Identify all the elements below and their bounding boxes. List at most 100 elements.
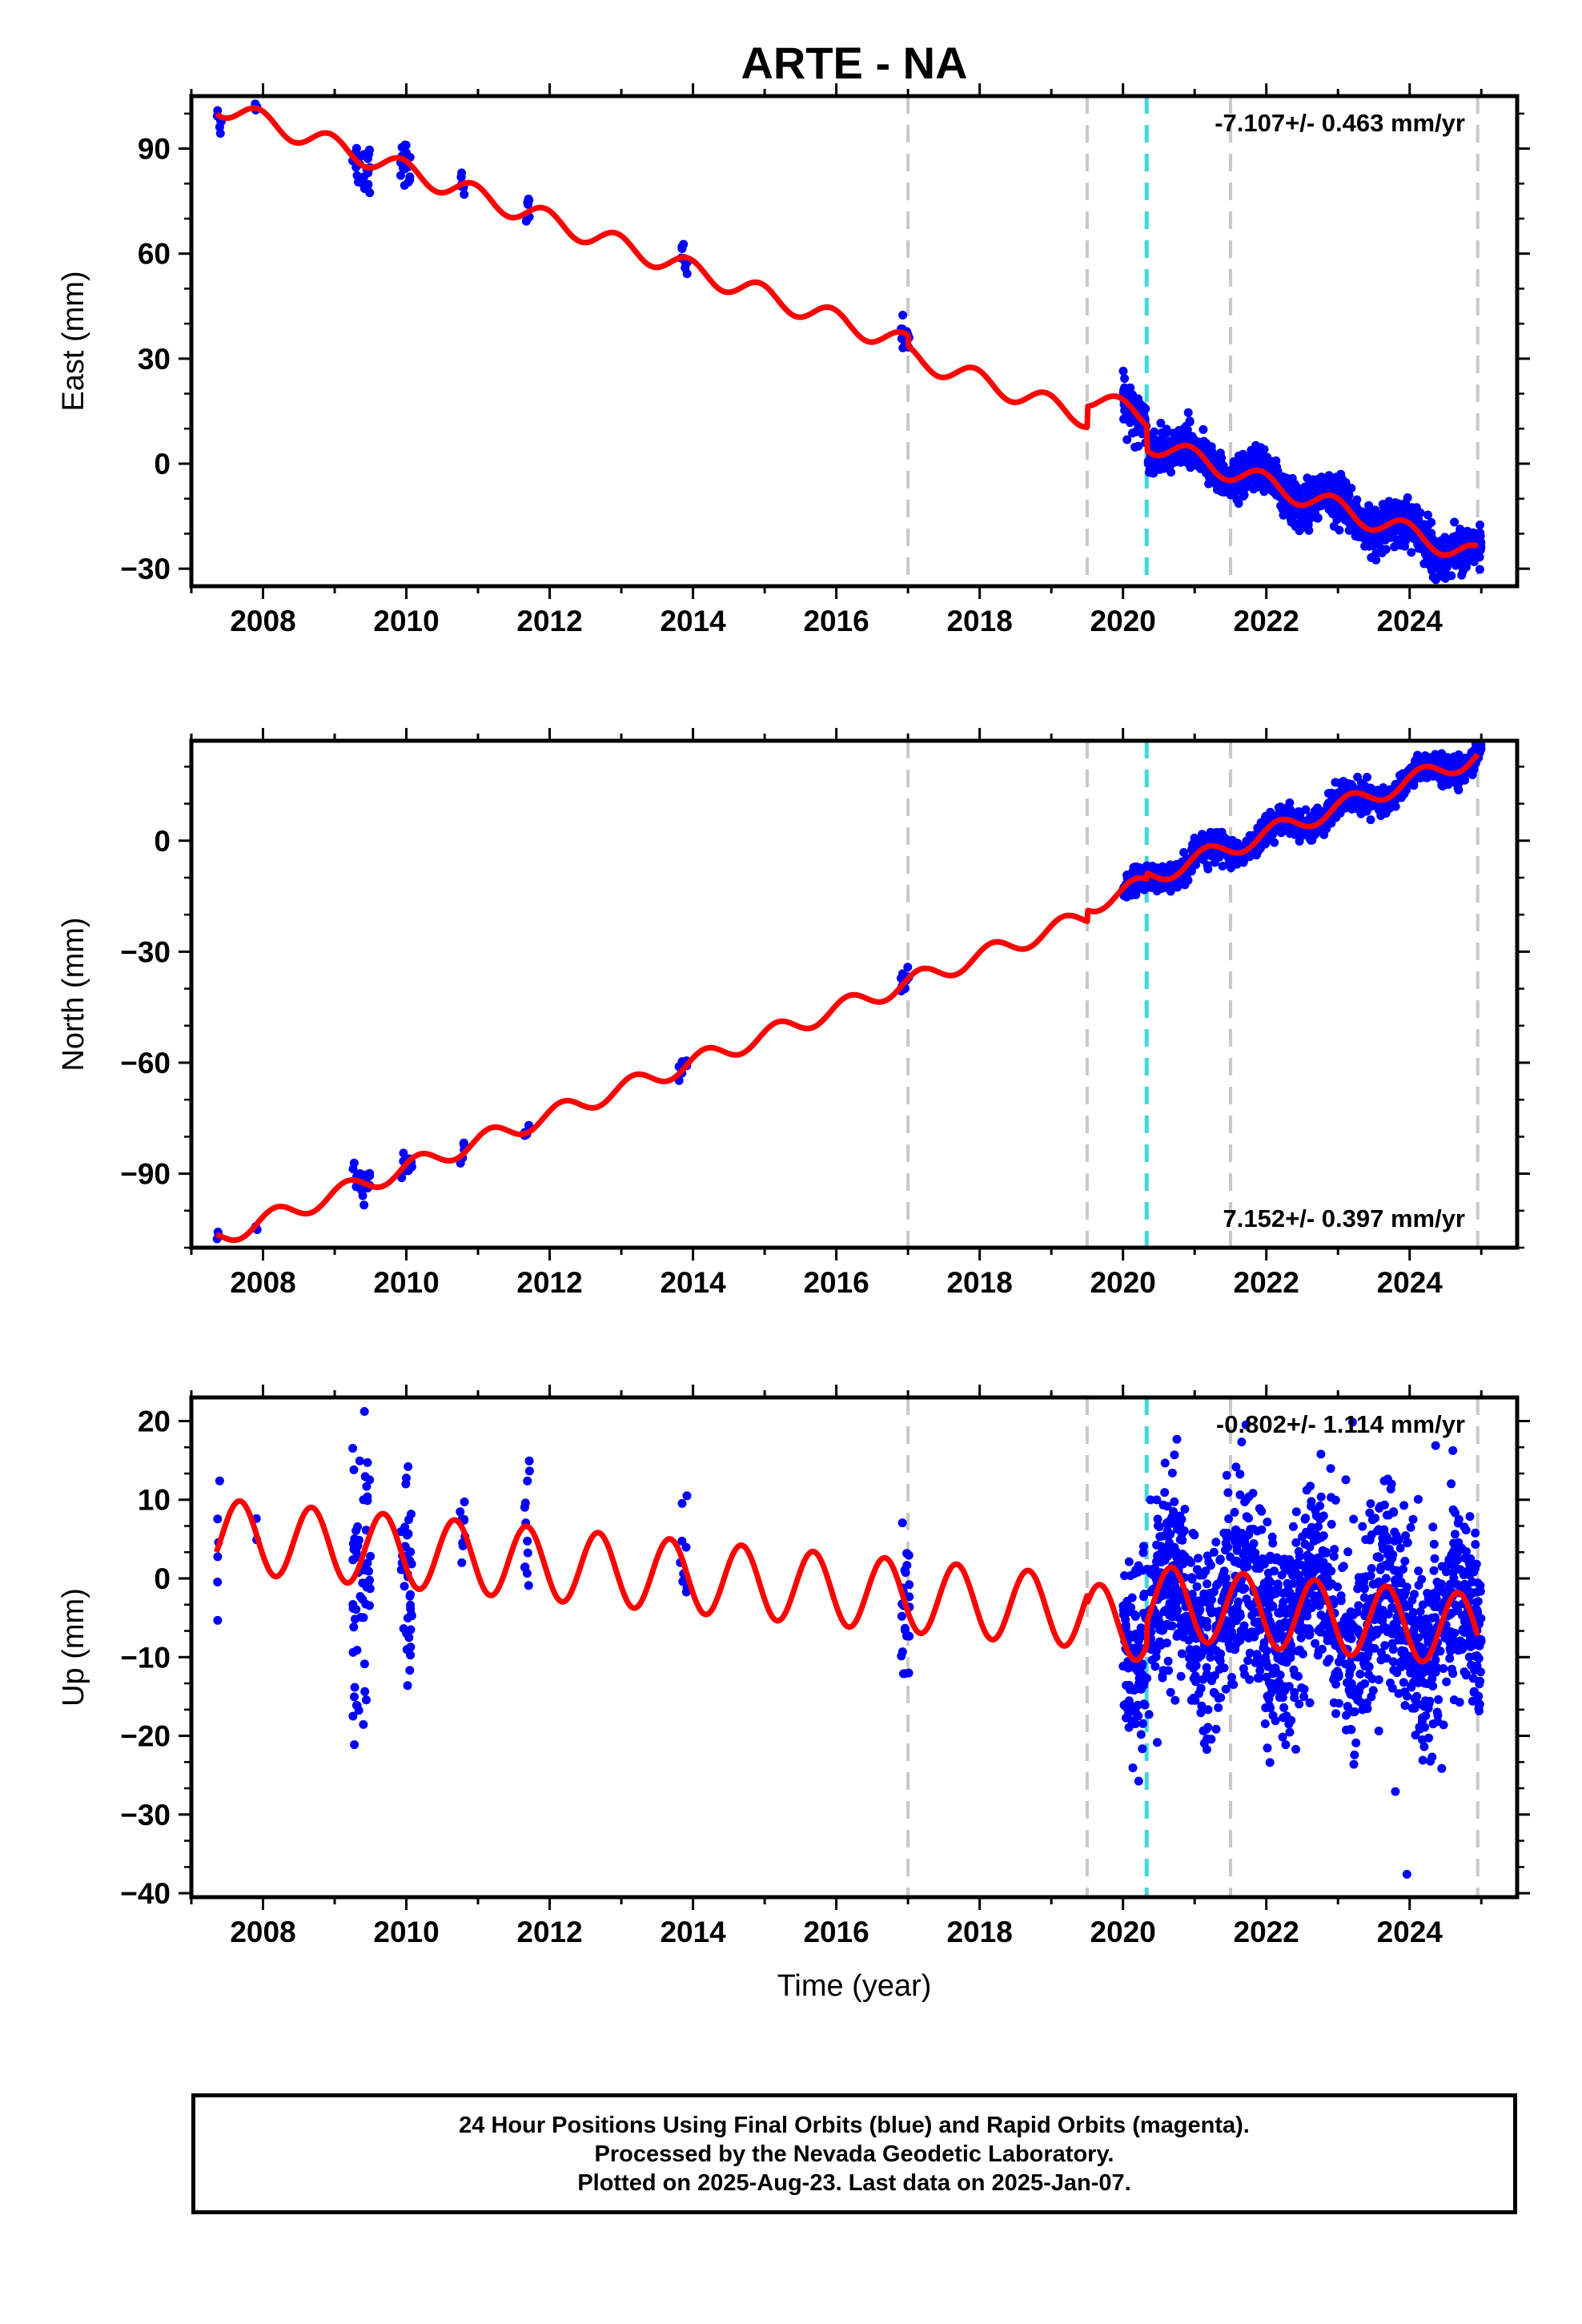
data-point: [1271, 489, 1280, 498]
data-point: [1199, 436, 1209, 446]
data-point: [1194, 1554, 1203, 1563]
data-point: [1160, 1458, 1170, 1468]
x-tick-label: 2010: [373, 605, 439, 637]
data-point: [1252, 1526, 1262, 1536]
data-point: [1223, 1621, 1233, 1630]
data-point: [1442, 1677, 1452, 1687]
data-point: [352, 171, 362, 180]
data-point: [1167, 1468, 1177, 1478]
data-point: [1425, 768, 1435, 778]
data-point: [901, 1568, 910, 1578]
data-point: [359, 1659, 369, 1669]
data-point: [523, 1548, 532, 1558]
data-point: [1255, 1674, 1264, 1683]
data-point: [1329, 1698, 1339, 1707]
data-point: [1358, 1522, 1367, 1531]
data-point: [1271, 1665, 1280, 1675]
data-point: [905, 1592, 914, 1602]
data-point: [1353, 1691, 1363, 1701]
data-point: [399, 1148, 408, 1158]
data-point: [1394, 1689, 1403, 1699]
data-point: [362, 1482, 371, 1491]
data-point: [1126, 383, 1135, 392]
data-point: [1454, 1538, 1464, 1547]
data-point: [1131, 396, 1141, 406]
data-point: [1413, 1494, 1423, 1504]
data-point: [1149, 438, 1158, 448]
data-point: [1454, 532, 1464, 541]
data-point: [1386, 1484, 1395, 1494]
x-tick-label: 2020: [1090, 1916, 1156, 1948]
data-point: [1378, 1615, 1387, 1625]
data-point: [366, 1551, 375, 1561]
data-point: [1211, 1724, 1221, 1734]
data-point: [1472, 1634, 1482, 1644]
data-point: [1271, 1589, 1281, 1598]
data-point: [1288, 1570, 1298, 1580]
data-point: [1439, 1664, 1448, 1673]
data-point: [1368, 540, 1378, 549]
data-point: [215, 1476, 224, 1486]
x-tick-label: 2022: [1234, 605, 1299, 637]
data-point: [1422, 1700, 1431, 1710]
data-point: [1271, 1716, 1280, 1726]
data-point: [1308, 475, 1318, 485]
data-point: [1396, 541, 1406, 550]
data-point: [681, 263, 690, 273]
data-point: [360, 1472, 370, 1482]
data-point: [902, 1561, 912, 1570]
y-tick-label: 0: [154, 825, 171, 858]
data-point: [1259, 444, 1269, 454]
data-point: [1450, 517, 1460, 527]
data-point: [1163, 1585, 1173, 1594]
data-point: [523, 1536, 532, 1546]
data-point: [406, 1651, 416, 1660]
x-tick-label: 2016: [803, 1266, 869, 1299]
data-point: [1224, 1514, 1234, 1523]
data-point: [1327, 788, 1336, 798]
data-point: [1166, 1609, 1175, 1618]
data-point: [362, 1695, 371, 1705]
data-point: [1206, 449, 1215, 459]
data-point: [406, 1642, 416, 1652]
data-point: [1286, 806, 1295, 815]
data-point: [1320, 1614, 1330, 1623]
data-point: [1366, 1499, 1375, 1509]
data-point: [213, 1578, 223, 1586]
data-point: [900, 1669, 909, 1679]
data-point: [1313, 1553, 1323, 1562]
data-point: [1419, 1630, 1429, 1639]
x-tick-label: 2022: [1234, 1266, 1299, 1299]
data-point: [1300, 1539, 1310, 1549]
data-point: [1297, 505, 1307, 515]
data-point: [355, 1456, 364, 1466]
data-point: [1432, 1588, 1442, 1598]
data-point: [1453, 1518, 1463, 1528]
x-tick-label: 2010: [373, 1266, 439, 1299]
data-point: [1379, 1525, 1389, 1534]
data-point: [1227, 840, 1237, 850]
data-point: [1303, 521, 1313, 530]
data-point: [1166, 862, 1176, 872]
data-point: [1395, 770, 1404, 780]
data-point: [1275, 804, 1285, 814]
data-point: [523, 1476, 532, 1486]
data-point: [1427, 1752, 1437, 1762]
data-point: [1341, 478, 1351, 488]
data-point: [1385, 803, 1395, 813]
data-point: [897, 1611, 906, 1621]
data-point: [1118, 366, 1128, 376]
data-point: [1475, 565, 1484, 574]
data-point: [1415, 1642, 1425, 1651]
data-point: [1365, 1642, 1375, 1652]
y-tick-label: 90: [138, 133, 171, 166]
data-point: [1447, 1664, 1456, 1674]
data-point: [1290, 1670, 1299, 1679]
data-point: [1402, 1869, 1411, 1879]
data-point: [1196, 1708, 1206, 1718]
data-point: [1444, 1554, 1454, 1564]
x-tick-label: 2018: [946, 1916, 1012, 1948]
x-tick-label: 2008: [230, 605, 295, 637]
data-point: [1301, 484, 1311, 493]
data-point: [400, 1582, 409, 1591]
